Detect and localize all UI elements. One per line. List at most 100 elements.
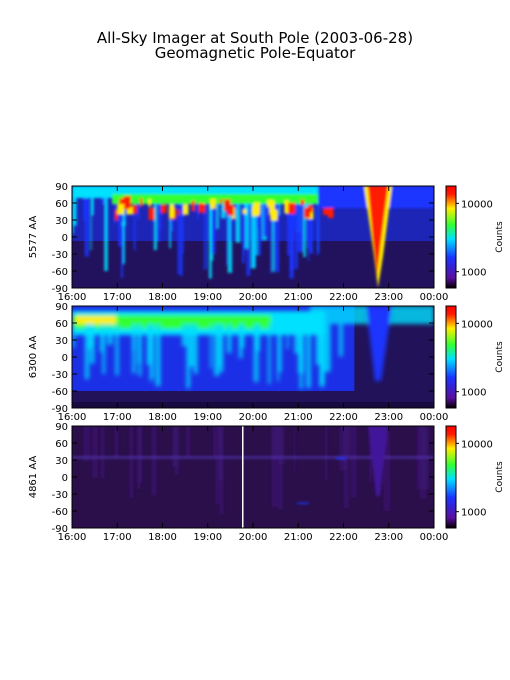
hot-spot	[284, 200, 289, 214]
hot-spot	[126, 206, 133, 215]
streak	[218, 324, 222, 366]
streak	[72, 186, 77, 226]
x-tick-label: 18:00	[148, 412, 177, 423]
hot-spot	[300, 199, 305, 206]
streak	[325, 426, 328, 481]
streak	[113, 186, 116, 225]
hot-spot	[327, 205, 334, 218]
colorbar-tick-label: 10000	[461, 439, 493, 450]
streak	[289, 186, 294, 279]
y-tick-label: -30	[52, 490, 68, 501]
x-tick-label: 17:00	[103, 292, 132, 303]
streak	[160, 186, 162, 230]
hot-spot	[191, 200, 195, 212]
streak	[303, 186, 306, 258]
y-tick-label: 0	[62, 233, 68, 244]
band-green	[112, 194, 337, 204]
streak	[102, 324, 106, 374]
streak	[189, 324, 194, 367]
storm-core-red	[368, 186, 388, 276]
streak	[278, 426, 285, 465]
streak	[253, 324, 259, 382]
streak	[208, 186, 212, 279]
hot-spot	[198, 203, 206, 213]
y-tick-label: 60	[55, 439, 68, 450]
streak	[177, 186, 180, 275]
streak	[227, 324, 232, 353]
streak	[226, 186, 228, 265]
streak	[368, 426, 372, 483]
streak	[315, 324, 322, 365]
x-tick-label: 20:00	[239, 412, 268, 423]
streak	[263, 186, 268, 237]
storm-core	[366, 306, 392, 381]
hot-spot	[114, 209, 118, 221]
streak	[242, 186, 245, 264]
y-tick-label: 0	[62, 353, 68, 364]
x-tick-label: 22:00	[329, 292, 358, 303]
streak	[277, 426, 283, 510]
streak	[274, 186, 278, 269]
x-tick-label: 23:00	[374, 292, 403, 303]
streak	[250, 186, 256, 269]
streak	[91, 186, 94, 211]
x-tick-label: 20:00	[239, 292, 268, 303]
x-tick-label: 17:00	[103, 532, 132, 543]
streak	[151, 426, 157, 496]
chart-title: All-Sky Imager at South Pole (2003-06-28…	[97, 29, 413, 47]
colorbar	[445, 305, 457, 409]
streak	[293, 186, 298, 230]
streak	[153, 186, 157, 251]
hot-spot	[140, 198, 143, 207]
streak	[278, 324, 282, 373]
streak	[84, 186, 89, 257]
hot-spot	[132, 204, 137, 214]
streak	[257, 186, 262, 256]
streak	[219, 426, 224, 515]
heatmap-streaks	[72, 306, 434, 389]
streak	[299, 324, 303, 389]
streak	[83, 426, 91, 462]
hot-spot	[169, 204, 175, 218]
y-tick-label: -90	[52, 524, 68, 535]
streak	[84, 324, 90, 380]
streak	[267, 324, 271, 385]
x-tick-label: 00:00	[420, 292, 449, 303]
y-tick-label: 90	[55, 302, 68, 313]
data-gap-line	[242, 426, 244, 528]
faint-arc	[72, 456, 434, 459]
y-tick-label: -30	[52, 250, 68, 261]
x-tick-label: 20:00	[239, 532, 268, 543]
streak	[286, 324, 289, 350]
streak	[122, 186, 125, 264]
streak	[181, 186, 184, 254]
hot-spot	[117, 204, 125, 215]
x-tick-label: 19:00	[193, 532, 222, 543]
heatmap-area	[72, 426, 434, 528]
bright-dot	[297, 502, 309, 504]
hot-spot	[224, 199, 231, 212]
streak	[271, 426, 278, 508]
heatmap-area	[72, 306, 434, 408]
streak	[347, 426, 352, 459]
colorbar-tick-label: 1000	[461, 268, 486, 279]
x-tick-label: 18:00	[148, 532, 177, 543]
streak	[209, 324, 212, 369]
y-tick-label: -60	[52, 507, 68, 518]
y-tick-label: 30	[55, 456, 68, 467]
streak	[179, 186, 183, 276]
y-tick-label: 60	[55, 319, 68, 330]
hot-spot	[219, 199, 223, 204]
x-tick-label: 19:00	[193, 412, 222, 423]
streak	[215, 426, 220, 505]
heatmap-streaks	[72, 186, 434, 288]
colorbar-tick-label: 10000	[461, 199, 493, 210]
y-tick-label: -60	[52, 267, 68, 278]
streak	[306, 324, 311, 388]
streak	[129, 426, 134, 499]
streak	[338, 324, 343, 357]
y-tick-label: -90	[52, 404, 68, 415]
x-tick-label: 21:00	[284, 412, 313, 423]
